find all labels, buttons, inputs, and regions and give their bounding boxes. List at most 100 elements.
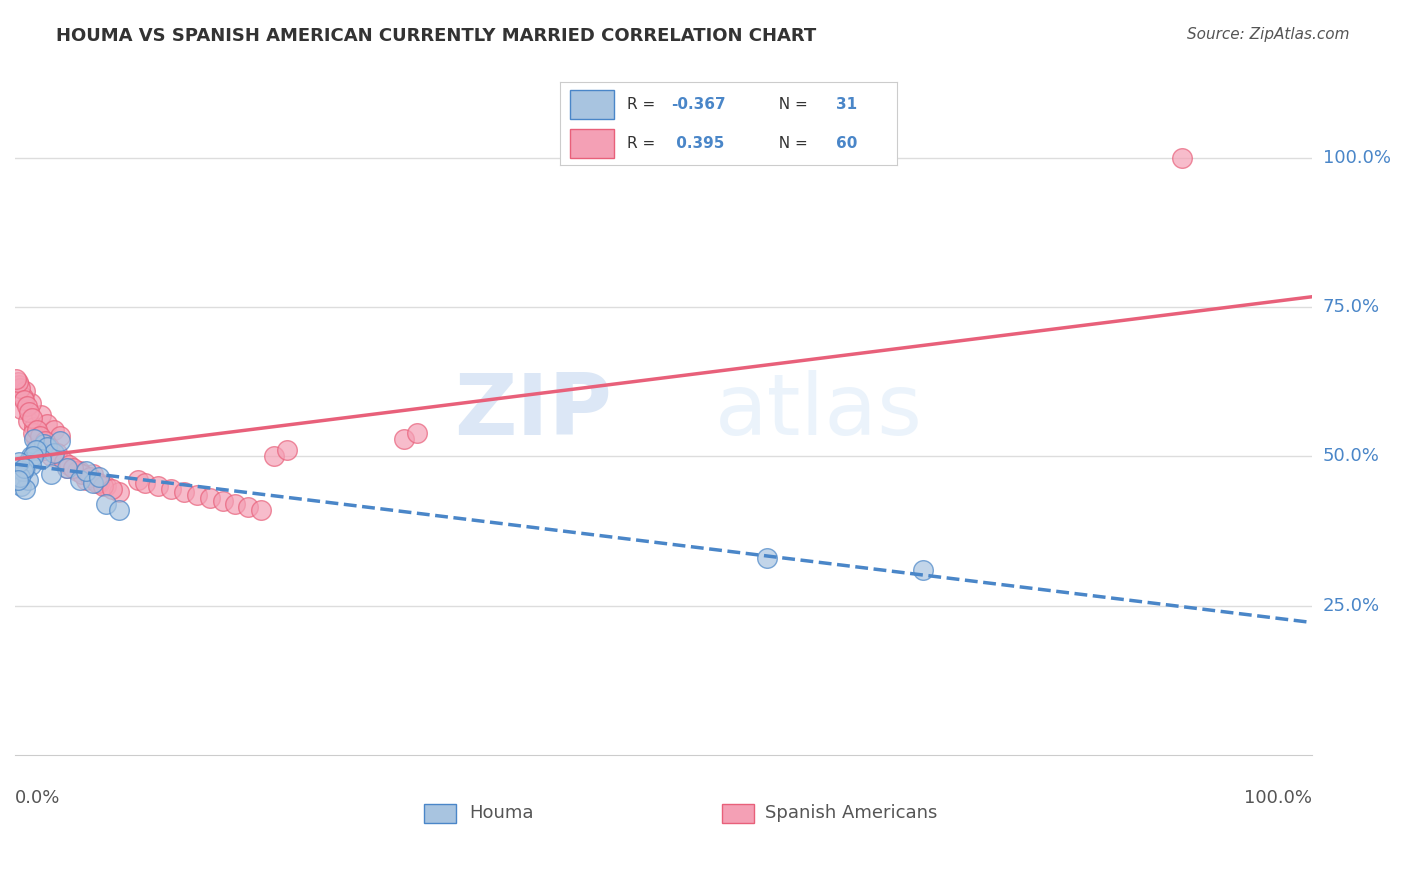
Point (89, 470, 111, 484)
Point (8, 381, 31, 395)
Text: Source: ZipAtlas.com: Source: ZipAtlas.com (1187, 27, 1350, 42)
Point (13, 461, 35, 475)
Point (7, 377, 30, 392)
Point (42, 423, 65, 437)
Text: 50.0%: 50.0% (1323, 448, 1379, 466)
Point (211, 494, 233, 508)
Point (72, 467, 94, 482)
Point (17, 473, 39, 487)
Point (101, 482, 124, 496)
Point (107, 485, 129, 500)
Point (14, 461, 37, 475)
Point (49, 428, 72, 442)
Point (69, 464, 91, 478)
Point (20, 458, 42, 473)
Point (14, 384, 37, 398)
Point (276, 443, 298, 458)
Point (756, 550, 779, 565)
Point (224, 497, 246, 511)
Text: Houma: Houma (470, 804, 533, 822)
Point (75, 464, 97, 478)
Point (39, 450, 62, 464)
Point (18, 405, 41, 419)
Point (263, 450, 285, 464)
Point (406, 425, 429, 440)
Point (53, 455, 76, 469)
Point (1171, 151, 1194, 165)
Point (42, 446, 65, 460)
Point (94, 497, 117, 511)
Point (15, 399, 38, 413)
Point (20, 450, 42, 464)
Text: 100.0%: 100.0% (1323, 149, 1391, 167)
Point (6, 372, 28, 386)
Text: atlas: atlas (716, 370, 924, 453)
Text: 100.0%: 100.0% (1244, 789, 1312, 807)
Point (24, 432, 46, 446)
Point (127, 473, 149, 487)
Point (146, 479, 169, 493)
Point (37, 417, 59, 431)
Point (82, 476, 104, 491)
Text: 0.0%: 0.0% (15, 789, 60, 807)
Point (30, 452, 52, 467)
Point (62, 461, 84, 475)
FancyBboxPatch shape (423, 805, 456, 823)
Point (58, 458, 80, 473)
Point (45, 446, 67, 460)
Point (7, 455, 30, 469)
Point (66, 464, 89, 478)
Text: ZIP: ZIP (454, 370, 612, 453)
Point (22, 450, 45, 464)
Point (250, 503, 273, 517)
Point (49, 434, 72, 449)
Point (10, 479, 32, 493)
Point (38, 441, 60, 455)
Point (107, 503, 129, 517)
Point (24, 432, 46, 446)
Point (10, 401, 32, 416)
Point (22, 425, 45, 440)
Point (7, 375, 30, 389)
Point (39, 467, 62, 482)
Point (21, 410, 44, 425)
Point (79, 470, 101, 484)
Point (11, 390, 34, 404)
Point (392, 432, 415, 446)
Point (134, 476, 156, 491)
Point (11, 464, 34, 478)
Point (34, 434, 56, 449)
Point (82, 467, 104, 482)
Text: 75.0%: 75.0% (1323, 298, 1381, 317)
Text: Spanish Americans: Spanish Americans (765, 804, 936, 822)
Point (24, 443, 46, 458)
Point (56, 461, 79, 475)
Point (25, 423, 48, 437)
Text: 25.0%: 25.0% (1323, 597, 1381, 615)
Point (32, 437, 55, 451)
Point (94, 479, 117, 493)
Point (14, 482, 37, 496)
Point (86, 476, 108, 491)
Point (37, 441, 59, 455)
Point (20, 395, 42, 409)
Point (24, 419, 46, 434)
Point (32, 443, 55, 458)
Point (17, 455, 39, 469)
Point (75, 473, 97, 487)
Point (238, 500, 260, 515)
Point (13, 392, 35, 407)
Point (89, 476, 111, 491)
Point (173, 485, 195, 500)
Point (159, 482, 181, 496)
Point (186, 488, 208, 502)
Point (17, 414, 39, 428)
Point (27, 437, 49, 451)
Text: HOUMA VS SPANISH AMERICAN CURRENTLY MARRIED CORRELATION CHART: HOUMA VS SPANISH AMERICAN CURRENTLY MARR… (56, 27, 817, 45)
FancyBboxPatch shape (721, 805, 754, 823)
Point (27, 443, 49, 458)
Point (7, 473, 30, 487)
Point (91, 479, 114, 493)
Point (69, 473, 91, 487)
Point (911, 563, 934, 577)
